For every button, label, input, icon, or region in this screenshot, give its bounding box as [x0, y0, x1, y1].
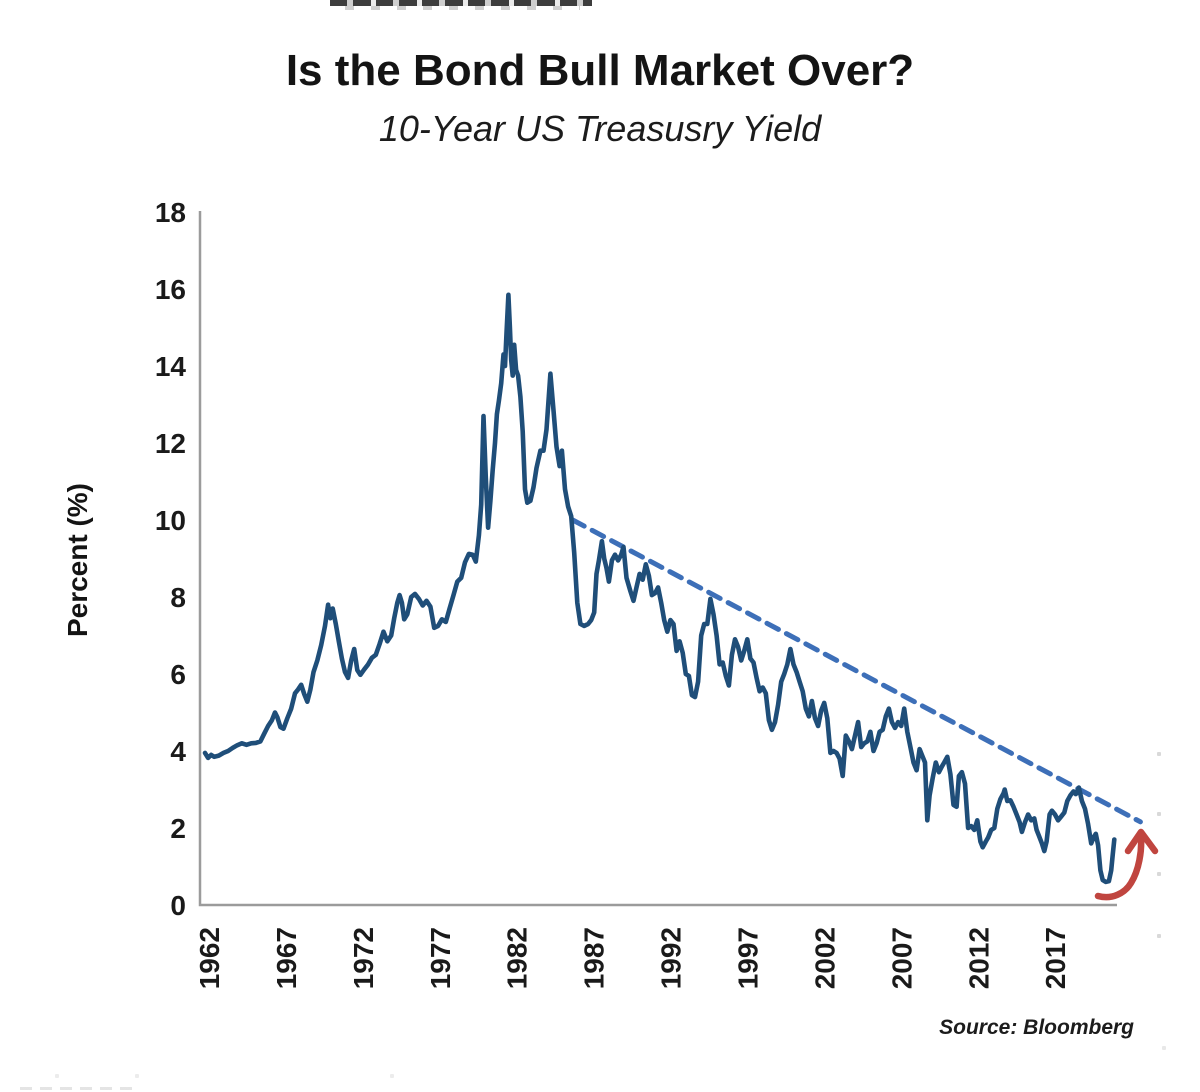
- y-tick-label: 12: [155, 428, 186, 459]
- cropped-text-artifact: [330, 0, 592, 6]
- x-tick-label: 2012: [963, 927, 994, 989]
- x-tick-label: 1972: [348, 927, 379, 989]
- y-tick-label: 6: [170, 659, 186, 690]
- chart-subtitle: 10-Year US Treasusry Yield: [378, 108, 822, 149]
- scan-speck: [1157, 872, 1161, 876]
- x-tick-label: 1997: [732, 927, 763, 989]
- x-tick-label: 1982: [502, 927, 533, 989]
- scan-speck: [1157, 934, 1161, 938]
- y-tick-label: 2: [170, 813, 186, 844]
- x-tick-label: 1987: [579, 927, 610, 989]
- x-tick-label: 2007: [886, 927, 917, 989]
- chart-title: Is the Bond Bull Market Over?: [285, 46, 915, 95]
- scan-speck: [390, 1074, 394, 1078]
- axes: [198, 211, 1117, 907]
- source-credit: Source: Bloomberg: [939, 1016, 1134, 1039]
- y-tick-label: 14: [155, 351, 187, 382]
- y-tick-label: 16: [155, 274, 186, 305]
- rates-up-arrow-shaft: [1094, 832, 1145, 901]
- y-tick-label: 4: [170, 736, 186, 767]
- x-tick-label: 2017: [1040, 927, 1071, 989]
- cropped-text-artifact-shadow: [345, 6, 580, 10]
- scan-speck: [135, 1074, 139, 1078]
- y-tick-label: 8: [170, 582, 186, 613]
- y-tick-label: 18: [155, 197, 186, 228]
- page-edge-artifact: [20, 1087, 132, 1090]
- scan-speck: [55, 1074, 59, 1078]
- x-tick-label: 2002: [809, 927, 840, 989]
- x-tick-label: 1967: [271, 927, 302, 989]
- y-tick-label: 0: [170, 890, 186, 921]
- rates-up-arrow-head: [1124, 828, 1159, 855]
- y-tick-label: 10: [155, 505, 186, 536]
- yield-line: [202, 292, 1117, 885]
- scan-speck: [1162, 1046, 1166, 1050]
- x-tick-label: 1962: [194, 927, 225, 989]
- x-tick-label: 1992: [656, 927, 687, 989]
- scan-speck: [1157, 812, 1161, 816]
- scan-speck: [1157, 752, 1161, 756]
- trendline: [570, 517, 1143, 825]
- x-tick-label: 1977: [425, 927, 456, 989]
